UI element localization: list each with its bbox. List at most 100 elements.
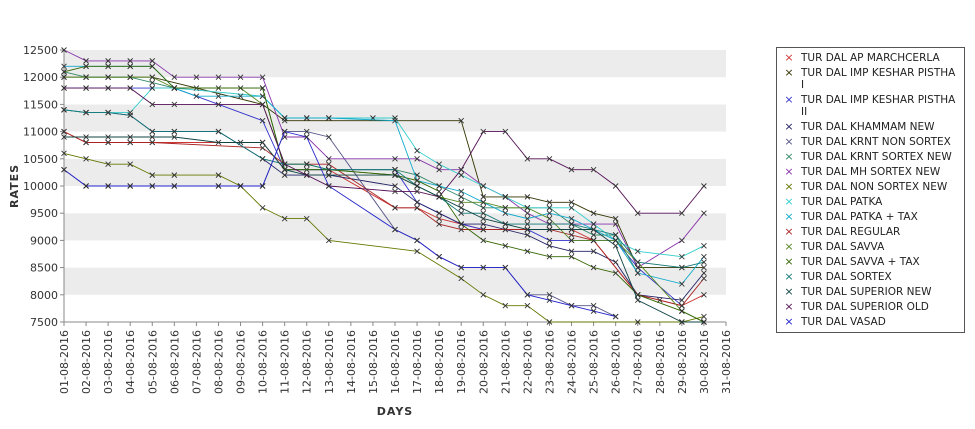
data-point (701, 259, 707, 265)
data-point (458, 204, 465, 211)
legend-item: × TUR DAL VASAD (777, 316, 964, 329)
data-point (436, 161, 442, 168)
data-point (61, 128, 67, 135)
data-point (590, 302, 597, 309)
data-point (414, 177, 420, 184)
legend-marker-icon: × (784, 51, 794, 64)
y-axis-title: RATES (8, 164, 21, 208)
data-point (590, 248, 597, 255)
y-tick-label: 12000 (23, 71, 58, 84)
data-point (701, 275, 707, 282)
data-point (259, 85, 266, 91)
x-tick-label: 31-08-2016 (720, 330, 733, 394)
x-axis-title: DAYS (377, 405, 413, 418)
data-point (105, 139, 111, 146)
x-tick-label: 17-08-2016 (411, 330, 424, 394)
data-point (679, 237, 685, 244)
legend-item: × TUR DAL NON SORTEX NEW (777, 180, 964, 194)
x-tick-label: 01-08-2016 (58, 330, 71, 394)
data-point (546, 243, 553, 249)
legend-marker-icon: × (784, 180, 794, 193)
data-point (61, 85, 67, 91)
data-point (61, 134, 67, 140)
data-point (679, 210, 685, 217)
data-point (303, 161, 310, 168)
data-point (171, 128, 178, 135)
data-point (325, 237, 332, 244)
data-point (215, 93, 222, 100)
legend-item: × TUR DAL KRNT NON SORTEX (777, 136, 964, 149)
data-point (546, 210, 553, 217)
legend-marker-icon: × (784, 255, 794, 268)
data-point (392, 188, 398, 195)
y-tick-label: 8000 (30, 289, 58, 302)
x-tick-label: 11-08-2016 (279, 330, 292, 394)
data-point (546, 199, 553, 206)
data-point (634, 264, 641, 271)
data-point (105, 58, 111, 64)
data-point (105, 109, 111, 116)
grid-band (64, 240, 726, 268)
data-point (701, 319, 707, 325)
data-point (215, 183, 222, 189)
grid-band (64, 186, 726, 214)
data-point (590, 237, 597, 244)
data-point (171, 183, 178, 189)
data-point (303, 115, 310, 121)
y-tick-label: 7500 (30, 316, 58, 329)
data-point (524, 194, 531, 200)
data-point (83, 74, 89, 81)
y-tick-label: 9500 (30, 207, 58, 220)
series-layer (61, 47, 707, 325)
data-point (83, 58, 89, 64)
data-point (149, 79, 156, 86)
data-point (458, 199, 465, 206)
data-point (105, 161, 111, 168)
data-point (612, 313, 619, 320)
legend-label: TUR DAL KHAMMAM NEW (801, 121, 935, 133)
data-point (325, 155, 332, 162)
data-point (171, 101, 178, 108)
data-point (171, 85, 178, 91)
legend-marker-icon: × (784, 210, 794, 223)
data-point (502, 204, 509, 211)
x-tick-label: 20-08-2016 (477, 330, 490, 394)
data-point (701, 183, 707, 189)
x-tick-label: 27-08-2016 (632, 330, 645, 394)
data-point (502, 210, 509, 217)
data-point (436, 188, 442, 195)
legend-label: TUR DAL VASAD (801, 316, 886, 328)
x-tick-label: 04-08-2016 (124, 330, 137, 394)
x-tick-label: 23-08-2016 (543, 330, 556, 394)
data-point (480, 264, 487, 271)
data-point (524, 215, 531, 222)
data-point (259, 155, 266, 162)
data-point (127, 134, 134, 140)
data-point (568, 221, 575, 227)
data-point (502, 226, 509, 233)
data-point (524, 210, 531, 217)
data-point (392, 172, 398, 178)
data-point (414, 204, 420, 211)
y-tick-labels: 7500 8000 8500 9000 9500 10000 10500 11000 11500… (23, 44, 58, 329)
data-point (679, 319, 685, 325)
data-point (237, 93, 244, 100)
data-point (546, 215, 553, 222)
data-point (83, 183, 89, 189)
legend-marker-icon: × (784, 225, 794, 238)
series-line (64, 87, 705, 214)
data-point (612, 215, 619, 222)
legend-item: × TUR DAL MH SORTEX NEW (777, 166, 964, 179)
legend-item: × TUR DAL SAVVA (777, 241, 964, 254)
data-point (83, 155, 89, 162)
data-point (679, 281, 685, 287)
grid-band (64, 158, 726, 186)
data-point (303, 128, 310, 135)
x-tick-label: 29-08-2016 (676, 330, 689, 394)
data-point (480, 221, 487, 227)
data-point (215, 101, 222, 108)
data-point (392, 204, 398, 211)
legend-item: × TUR DAL REGULAR (777, 225, 964, 239)
data-point (568, 226, 575, 233)
